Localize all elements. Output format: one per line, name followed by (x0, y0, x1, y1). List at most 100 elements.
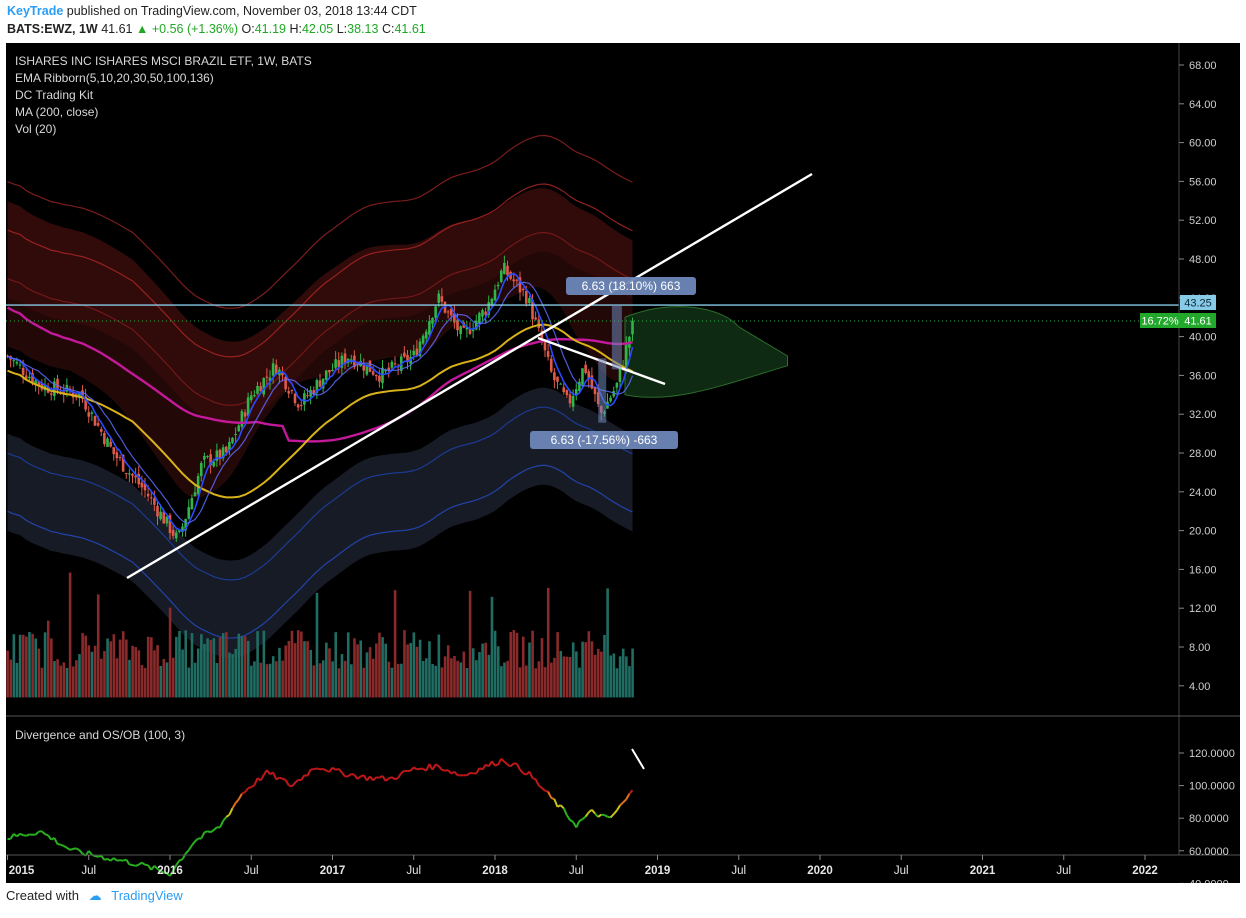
volume-bar (615, 668, 619, 698)
osc-segment (441, 768, 446, 772)
osc-segment (60, 843, 65, 847)
volume-bar (75, 660, 78, 698)
volume-bar (403, 630, 406, 698)
candle-body (453, 313, 456, 323)
volume-bar (343, 660, 347, 698)
candle-body (56, 378, 59, 391)
hline-price-tag: 43.25 (1180, 295, 1216, 310)
osc-segment (279, 776, 283, 780)
osc-segment (291, 782, 296, 788)
volume-bar (478, 652, 481, 698)
volume-bar (331, 661, 334, 698)
osc-segment (87, 850, 93, 856)
volume-bar (31, 633, 34, 698)
osc-segment (106, 857, 112, 862)
time-tick-label: Jul (731, 865, 746, 877)
candle-body (403, 352, 406, 357)
candle-body (487, 302, 491, 315)
osc-segment (356, 775, 362, 780)
candle-body (237, 425, 241, 432)
osc-segment (609, 813, 615, 819)
volume-bar (334, 632, 338, 698)
measure-down-box[interactable]: 6.63 (-17.56%) -663 (530, 431, 678, 449)
osc-segment (597, 813, 602, 818)
close-value: 41.61 (394, 22, 426, 36)
volume-bar (18, 634, 22, 698)
measure-up-box[interactable]: 6.63 (18.10%) 663 (566, 277, 696, 295)
osc-segment (175, 859, 181, 866)
candle-body (318, 380, 322, 387)
volume-bar (118, 639, 122, 698)
candle-body (115, 452, 119, 459)
volume-bar (559, 650, 563, 698)
price-tick-label: 20.00 (1189, 526, 1217, 538)
osc-segment (100, 855, 106, 861)
volume-bar (215, 663, 219, 698)
volume-bar (281, 660, 284, 698)
volume-bar (600, 651, 603, 698)
volume-bar (390, 667, 394, 698)
osc-segment (78, 849, 84, 855)
open-label: O: (241, 22, 255, 36)
osc-segment (500, 758, 506, 763)
volume-bar (37, 648, 41, 698)
osc-segment (284, 779, 290, 786)
candle-body (612, 391, 616, 397)
osc-segment (222, 816, 228, 822)
candle-body (162, 511, 166, 524)
osc-segment (475, 767, 481, 775)
tradingview-link[interactable]: TradingView (111, 888, 183, 903)
osc-segment (141, 861, 146, 866)
candle-body (228, 441, 231, 451)
legend-line-3: MA (200, close) (15, 105, 98, 119)
price-tick-label: 48.00 (1189, 254, 1217, 266)
volume-bar (175, 636, 178, 698)
author-link[interactable]: KeyTrade (7, 4, 64, 18)
candle-body (631, 320, 634, 335)
candle-body (262, 378, 266, 395)
candle-body (474, 320, 478, 330)
candle-body (378, 375, 381, 382)
measure-down-range (598, 358, 607, 423)
chart-svg[interactable]: 68.0064.0060.0056.0052.0048.0044.0040.00… (6, 43, 1240, 890)
volume-bar (590, 641, 594, 698)
candle-body (496, 284, 500, 287)
volume-bar (321, 660, 325, 698)
volume-bar (268, 663, 272, 698)
osc-segment (244, 787, 249, 793)
candle-body (524, 291, 528, 304)
candle-body (615, 382, 619, 388)
chart-area[interactable]: 68.0064.0060.0056.0052.0048.0044.0040.00… (6, 43, 1240, 890)
volume-bar (493, 630, 497, 698)
volume-bar (153, 650, 156, 698)
candle-body (553, 372, 556, 381)
volume-bar (440, 667, 444, 698)
osc-segment (547, 791, 553, 799)
price-tick-label: 4.00 (1189, 681, 1210, 693)
volume-bar (325, 642, 328, 698)
last-value: 41.61 (101, 22, 133, 36)
osc-segment (519, 769, 524, 774)
osc-segment (391, 776, 396, 781)
osc-segment (191, 840, 196, 846)
open-value: 41.19 (254, 22, 286, 36)
osc-segment (187, 844, 193, 851)
osc-segment (503, 761, 509, 766)
volume-bar (115, 658, 119, 698)
upper-band-fill (7, 188, 633, 425)
measure-up-range (611, 305, 622, 370)
volume-bar (146, 636, 150, 698)
footer: Created with ☁ TradingView (6, 888, 183, 904)
volume-bar (340, 654, 344, 698)
osc-segment (313, 767, 318, 771)
osc-segment (515, 763, 521, 771)
volume-bar (425, 658, 428, 698)
osc-segment (553, 798, 559, 808)
candle-body (428, 321, 431, 335)
candle-body (418, 341, 422, 357)
legend-line-2: DC Trading Kit (15, 88, 94, 102)
volume-bar (409, 642, 413, 698)
candle-body (84, 396, 87, 410)
volume-bar (509, 632, 513, 698)
candle-body (206, 456, 209, 458)
